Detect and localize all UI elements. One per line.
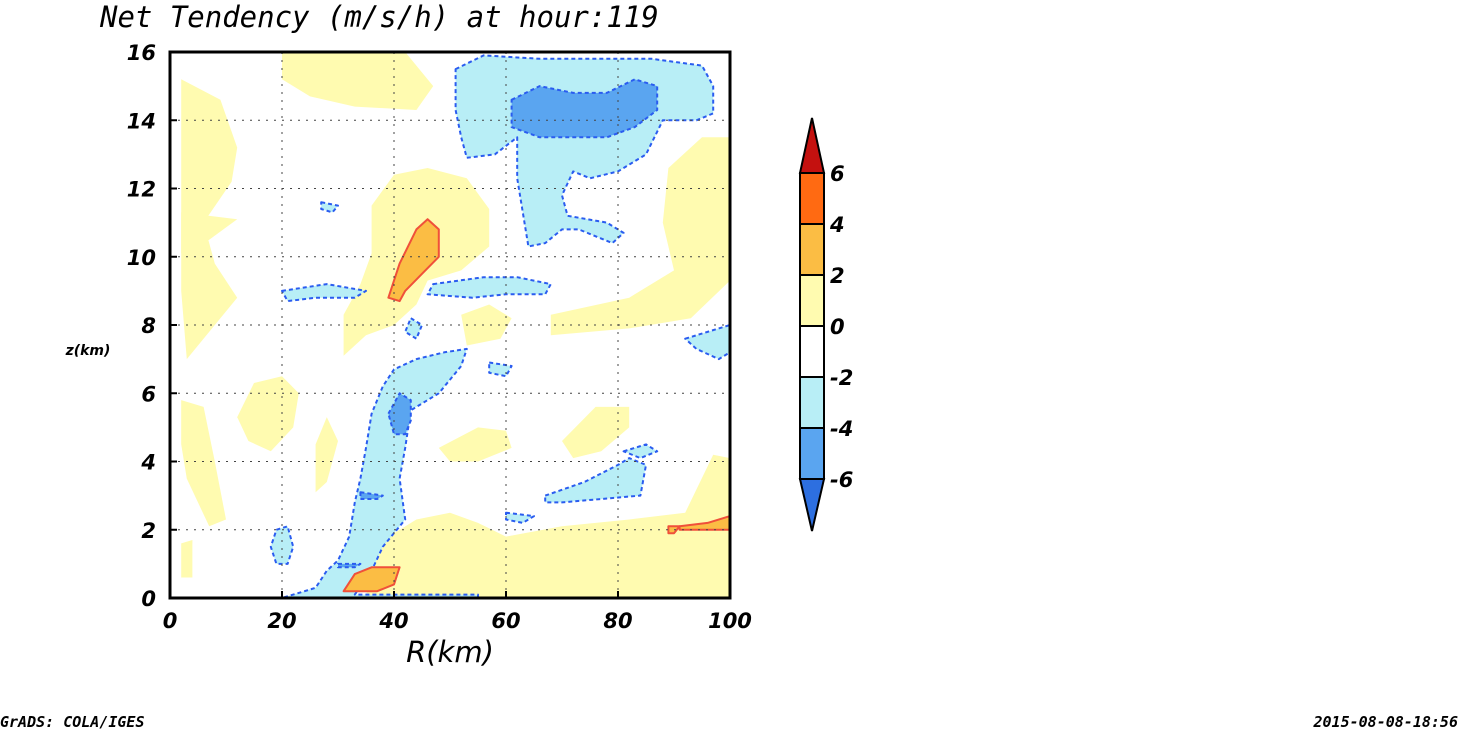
contour-region-27 [359, 491, 384, 500]
contour-region-22 [505, 511, 535, 524]
contour-region-25 [510, 78, 659, 139]
colorbar-swatch-3 [799, 325, 825, 378]
x-axis-label: R(km) [406, 635, 494, 669]
x-tick-label-4: 80 [603, 609, 632, 633]
contour-region-2 [181, 212, 238, 254]
contour-region-4 [461, 304, 512, 346]
y-axis-ticks: 0 2 4 6 8 10 12 14 16 [127, 41, 177, 611]
y-tick-label-6: 12 [127, 178, 156, 202]
contour-region-20 [281, 347, 479, 598]
x-axis-ticks: 0 20 40 60 80 100 [163, 591, 752, 633]
y-tick-label-2: 4 [140, 451, 156, 475]
footer-timestamp: 2015-08-08-18:56 [1313, 713, 1459, 731]
contour-region-14 [281, 283, 367, 303]
y-tick-label-4: 8 [141, 314, 156, 338]
footer-credit: GrADS: COLA/IGES [0, 713, 145, 731]
x-tick-label-2: 40 [378, 609, 408, 633]
contour-region-18 [488, 361, 513, 378]
contour-region-5 [550, 137, 730, 336]
y-tick-label-7: 14 [127, 109, 156, 133]
colorbar-swatch-1 [799, 223, 825, 276]
colorbar: 6 4 2 0 -2 -4 -6 [798, 117, 853, 532]
y-tick-label-3: 6 [141, 382, 156, 406]
chart-title: Net Tendency (m/s/h) at hour:119 [99, 0, 659, 34]
contour-region-19 [684, 324, 730, 361]
contour-region-15 [426, 276, 552, 299]
contour-region-12 [366, 454, 730, 598]
contour-region-9 [438, 427, 512, 462]
colorbar-swatch-2 [799, 274, 825, 327]
x-tick-label-3: 60 [491, 609, 520, 633]
contour-region-24 [269, 525, 295, 565]
contour-region-26 [387, 392, 412, 436]
contour-region-7 [237, 376, 299, 452]
colorbar-bottom-arrow [798, 478, 826, 532]
colorbar-label-4: -2 [830, 366, 853, 390]
y-tick-label-0: 0 [141, 587, 156, 611]
y-tick-label-8: 16 [127, 41, 156, 65]
contour-region-11 [181, 540, 193, 578]
colorbar-swatch-0 [799, 172, 825, 225]
colorbar-label-1: 4 [829, 213, 845, 237]
contour-region-30 [342, 566, 401, 593]
contour-region-28 [337, 562, 362, 569]
contour-region-1 [282, 52, 434, 110]
contour-region-23 [622, 443, 659, 460]
y-tick-label-1: 2 [141, 519, 156, 543]
x-tick-label-0: 0 [163, 609, 178, 633]
colorbar-label-2: 2 [830, 264, 845, 288]
y-tick-label-5: 10 [127, 246, 156, 270]
colorbar-top-arrow [798, 117, 826, 174]
colorbar-label-0: 6 [830, 162, 845, 186]
colorbar-label-5: -4 [830, 417, 853, 441]
contour-region-16 [320, 201, 339, 214]
contour-region-31 [678, 515, 730, 531]
contour-regions [181, 52, 730, 598]
colorbar-swatch-4 [799, 376, 825, 429]
contour-region-0 [181, 79, 238, 360]
contour-region-10 [562, 406, 630, 459]
contour-region-6 [181, 400, 226, 527]
contour-region-29 [387, 218, 440, 303]
x-tick-label-1: 20 [267, 609, 296, 633]
colorbar-label-3: 0 [830, 315, 845, 339]
y-axis-label: z(km) [65, 343, 111, 359]
contour-region-17 [404, 317, 423, 340]
grid-lines [170, 52, 730, 598]
x-tick-label-5: 100 [708, 609, 752, 633]
colorbar-swatch-5 [799, 427, 825, 480]
contour-region-8 [315, 417, 338, 493]
colorbar-label-6: -6 [830, 468, 853, 492]
contour-region-21 [544, 457, 647, 504]
